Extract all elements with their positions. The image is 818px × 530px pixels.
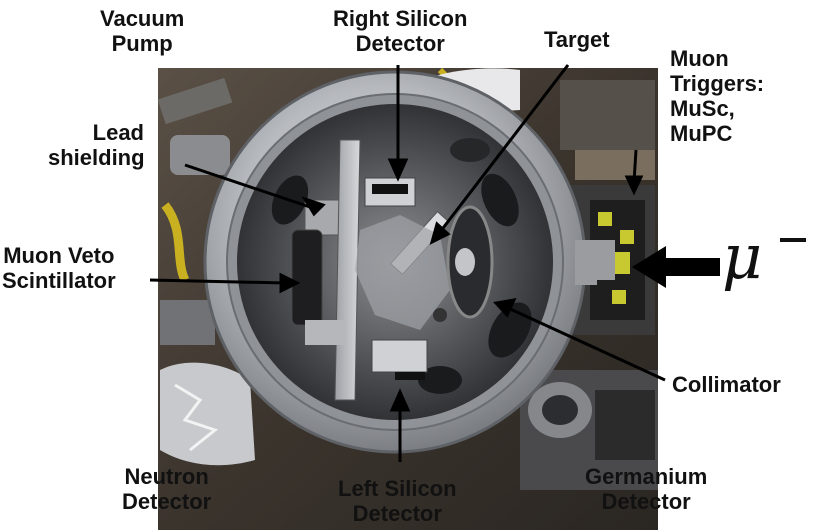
label-vacuum-pump: Vacuum Pump [100, 6, 185, 56]
label-target: Target [544, 27, 610, 52]
label-muon-triggers: Muon Triggers: MuSc, MuPC [670, 46, 765, 146]
label-collimator: Collimator [672, 372, 781, 397]
annotation-arrows [149, 64, 666, 462]
muon-beam-arrow [632, 246, 720, 288]
muon-symbol: μ [722, 220, 763, 293]
label-lead-shielding: Lead shielding [48, 120, 145, 170]
label-neutron-detector: Neutron Detector [122, 464, 212, 514]
veto-scintillator [291, 229, 323, 326]
left-silicon-detector [371, 339, 428, 373]
label-left-silicon-detector: Left Silicon Detector [338, 476, 457, 526]
label-muon-veto-scintillator: Muon Veto Scintillator [2, 243, 116, 293]
label-right-silicon-detector: Right Silicon Detector [333, 6, 468, 56]
minus-sign [780, 238, 806, 242]
label-germanium-detector: Germanium Detector [585, 464, 708, 514]
